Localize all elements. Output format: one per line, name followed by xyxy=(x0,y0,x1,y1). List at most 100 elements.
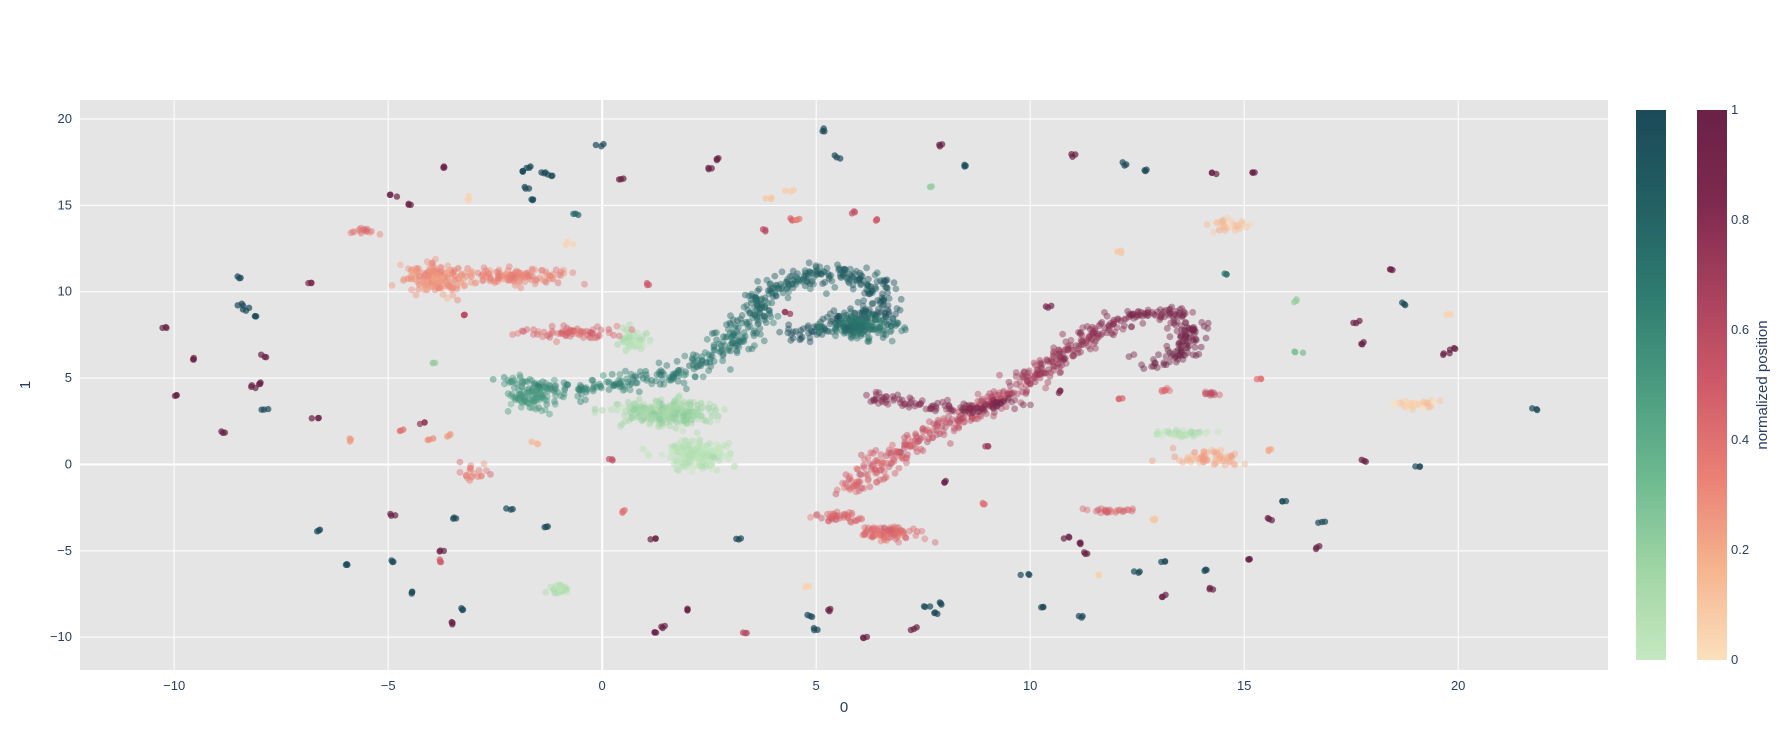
data-point xyxy=(444,275,452,282)
data-point xyxy=(554,589,562,597)
data-point xyxy=(582,396,589,404)
data-point xyxy=(669,370,677,378)
data-point xyxy=(1166,333,1174,341)
data-point xyxy=(681,352,689,360)
data-point xyxy=(558,584,566,592)
data-point xyxy=(873,311,881,319)
data-point xyxy=(441,276,449,284)
data-point xyxy=(637,403,644,411)
data-point xyxy=(511,274,518,282)
data-point xyxy=(672,403,680,411)
data-point xyxy=(438,277,446,285)
data-point xyxy=(592,141,600,149)
data-point xyxy=(479,277,487,285)
data-point xyxy=(810,280,817,288)
data-point xyxy=(436,275,444,283)
data-point xyxy=(941,423,949,431)
data-point xyxy=(829,316,837,323)
data-point xyxy=(444,267,452,275)
data-point xyxy=(556,585,564,593)
data-point xyxy=(867,325,875,333)
data-point xyxy=(1173,318,1181,326)
data-point xyxy=(855,328,863,336)
data-point xyxy=(638,417,646,424)
data-point xyxy=(866,290,874,298)
data-point xyxy=(558,328,566,335)
data-point xyxy=(645,405,653,413)
data-point xyxy=(621,383,628,390)
data-point xyxy=(625,329,632,337)
data-point xyxy=(696,453,704,460)
data-point xyxy=(680,447,687,455)
data-point xyxy=(866,325,873,333)
data-point xyxy=(841,273,849,281)
data-point xyxy=(699,453,706,461)
data-point xyxy=(700,446,708,453)
data-point xyxy=(764,287,772,294)
data-point xyxy=(917,400,925,407)
data-point xyxy=(880,278,888,285)
data-point xyxy=(633,339,641,346)
data-point xyxy=(1156,306,1164,314)
data-point xyxy=(891,469,899,477)
data-point xyxy=(582,384,590,391)
data-point xyxy=(708,413,716,420)
data-point xyxy=(835,266,843,274)
data-point xyxy=(639,332,647,340)
data-point xyxy=(419,282,427,289)
data-point xyxy=(421,272,429,279)
data-point xyxy=(1182,432,1190,439)
data-point xyxy=(1178,346,1186,353)
data-point xyxy=(849,328,857,336)
data-point xyxy=(939,398,946,406)
data-point xyxy=(655,368,663,376)
data-point xyxy=(880,297,888,305)
data-point xyxy=(678,456,686,463)
data-point xyxy=(873,269,881,277)
data-point xyxy=(575,386,583,394)
data-point xyxy=(583,385,591,393)
data-point xyxy=(759,226,767,233)
data-point xyxy=(667,454,674,462)
data-point xyxy=(852,332,860,339)
data-point xyxy=(622,347,630,355)
data-point xyxy=(561,386,569,394)
data-point xyxy=(889,315,897,322)
data-point xyxy=(831,152,838,159)
data-point xyxy=(803,278,811,286)
data-point xyxy=(630,329,637,337)
data-point xyxy=(425,270,433,278)
data-point xyxy=(748,292,756,300)
data-point xyxy=(670,401,678,408)
data-point xyxy=(705,453,713,460)
data-point xyxy=(698,459,705,467)
data-point xyxy=(651,416,659,423)
data-point xyxy=(540,386,548,394)
data-point xyxy=(698,356,706,364)
data-point xyxy=(677,442,685,449)
data-point xyxy=(693,352,700,360)
data-point xyxy=(719,351,727,358)
data-point xyxy=(804,324,812,331)
data-point xyxy=(419,269,427,277)
data-point xyxy=(516,371,524,379)
data-point xyxy=(581,385,588,393)
data-point xyxy=(426,263,434,271)
data-point xyxy=(621,334,629,341)
data-point xyxy=(558,588,566,596)
data-point xyxy=(724,326,732,333)
data-point xyxy=(691,446,698,454)
data-point xyxy=(692,446,700,454)
data-point xyxy=(888,337,896,345)
data-point xyxy=(703,455,710,463)
data-point xyxy=(758,304,766,312)
data-point xyxy=(457,272,465,279)
data-point xyxy=(810,274,817,282)
data-point xyxy=(699,442,707,450)
data-point xyxy=(941,479,948,486)
data-point xyxy=(856,324,863,332)
data-point xyxy=(773,281,781,289)
data-point xyxy=(618,377,626,385)
data-point xyxy=(431,269,438,277)
data-point xyxy=(671,442,679,450)
